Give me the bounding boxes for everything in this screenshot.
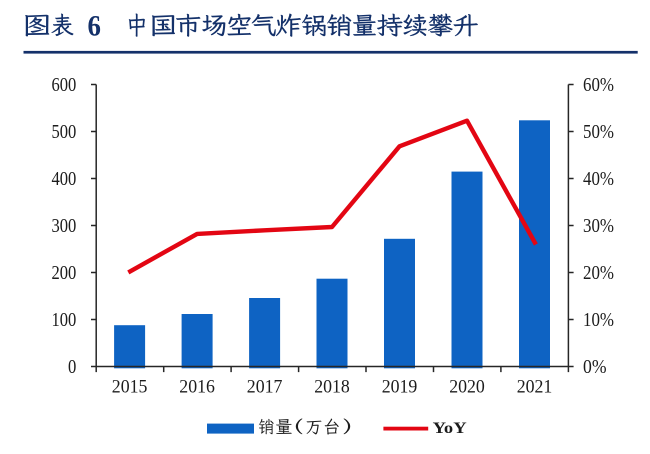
- svg-text:200: 200: [52, 262, 77, 284]
- svg-text:0: 0: [68, 356, 76, 378]
- svg-text:30%: 30%: [583, 215, 614, 237]
- svg-text:600: 600: [52, 74, 77, 96]
- svg-text:2015: 2015: [112, 377, 148, 398]
- svg-text:2018: 2018: [314, 377, 350, 398]
- svg-text:6: 6: [88, 9, 101, 42]
- svg-text:YoY: YoY: [433, 420, 468, 437]
- svg-text:500: 500: [52, 121, 77, 143]
- svg-text:400: 400: [52, 168, 77, 190]
- svg-text:300: 300: [52, 215, 77, 237]
- svg-text:100: 100: [52, 309, 77, 331]
- svg-text:60%: 60%: [583, 74, 614, 96]
- svg-text:50%: 50%: [583, 121, 614, 143]
- svg-text:10%: 10%: [583, 309, 614, 331]
- svg-text:2020: 2020: [449, 377, 485, 398]
- svg-text:2019: 2019: [382, 377, 418, 398]
- svg-text:20%: 20%: [583, 262, 614, 284]
- svg-text:40%: 40%: [583, 168, 614, 190]
- svg-text:2021: 2021: [517, 377, 553, 398]
- svg-text:2017: 2017: [247, 377, 283, 398]
- svg-text:2016: 2016: [179, 377, 215, 398]
- svg-text:0%: 0%: [583, 356, 607, 378]
